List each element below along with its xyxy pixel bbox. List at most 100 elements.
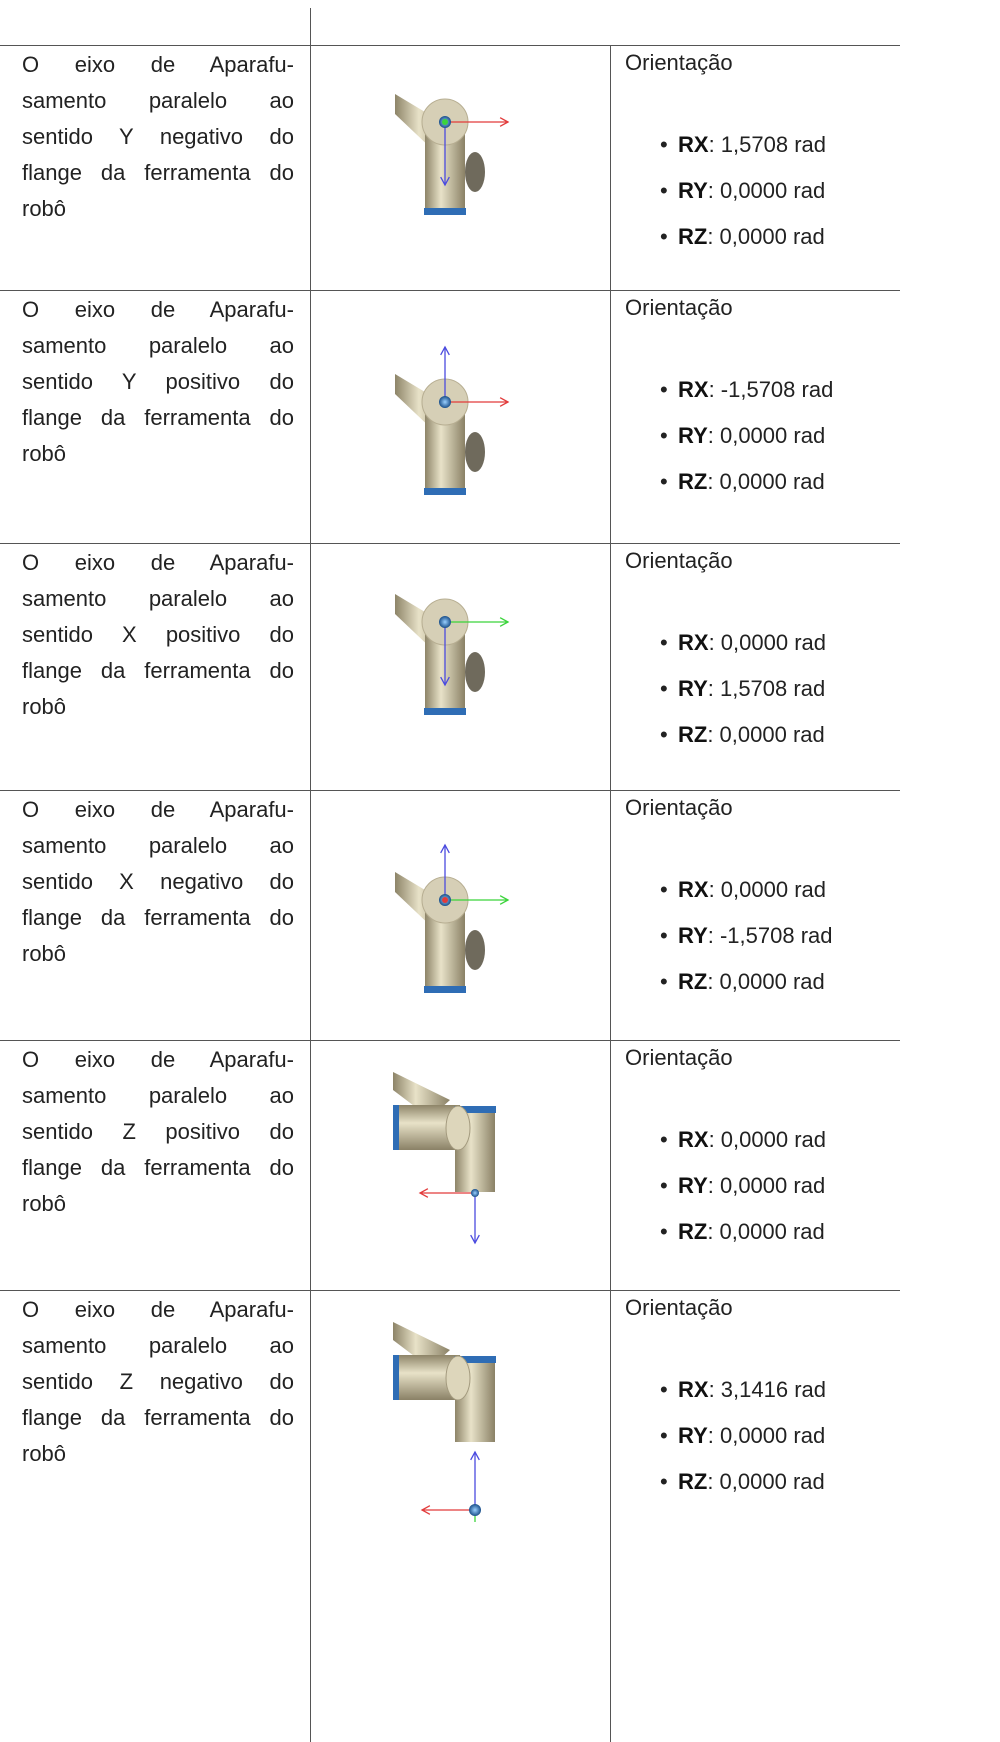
bullet: • [660,1173,668,1198]
bullet: • [660,377,668,402]
row-divider [0,543,900,544]
description-line: sentido Z negativo do [22,1369,294,1394]
column-divider [310,790,311,1040]
arrow-head [470,1234,480,1245]
bullet-item: • RX: 0,0000 rad [660,872,826,908]
heading: Orientação [625,295,733,320]
description-line: O eixo de Aparafu- [22,550,294,575]
row-divider [0,45,900,46]
bullet-item: • RY: -1,5708 rad [660,918,833,954]
description-line: flange da ferramenta do [22,160,294,185]
shape [471,1189,479,1197]
item-value: : 0,0000 rad [707,178,826,203]
item-value: : 0,0000 rad [707,1469,825,1494]
description-line: sentido X negativo do [22,869,294,894]
shape [469,1504,481,1516]
item-value: : 0,0000 rad [707,1173,826,1198]
item-label: RZ [678,722,708,747]
bullet: • [660,877,668,902]
bullet-item: • RY: 0,0000 rad [660,1168,825,1204]
description-line: sentido Y positivo do [22,369,294,394]
item-label: RY [678,423,708,448]
bullet: • [660,923,668,948]
description-line: sentido Y negativo do [22,124,294,149]
description-line: samento paralelo ao [22,833,294,858]
bullet: • [660,178,668,203]
item-label: RZ [678,969,708,994]
item-value: : 0,0000 rad [707,1219,825,1244]
bullet-item: • RX: -1,5708 rad [660,372,833,408]
description-line: sentido Z positivo do [22,1119,294,1144]
shape [465,432,485,472]
description-line: robô [22,1191,67,1216]
item-value: : 0,0000 rad [707,969,825,994]
item-label: RX [678,630,709,655]
description-line: samento paralelo ao [22,1083,294,1108]
item-label: RZ [678,469,708,494]
arrow-head [440,676,450,687]
description-line: robô [22,941,67,966]
shape [442,119,448,125]
bullet: • [660,630,668,655]
column-divider [310,45,311,290]
description-line: samento paralelo ao [22,88,294,113]
description-line: samento paralelo ao [22,586,294,611]
shape [442,897,448,903]
description-line: robô [22,694,67,719]
bullet-item: • RZ: 0,0000 rad [660,464,825,500]
shape [424,986,466,993]
item-value: : 3,1416 rad [708,1377,826,1402]
row-divider [0,1040,900,1041]
shape [465,652,485,692]
shape [454,1106,496,1113]
bullet-item: • RY: 1,5708 rad [660,671,825,707]
shape [439,616,451,628]
item-value: : -1,5708 rad [707,923,833,948]
robot-figure [393,1072,496,1245]
description: O eixo de Aparafu-samento paralelo ao sen… [22,292,294,472]
item-label: RX [678,377,709,402]
item-value: : 0,0000 rad [707,722,825,747]
arrow-head [499,117,510,127]
item-label: RZ [678,1469,708,1494]
bullet-item: • RX: 0,0000 rad [660,1122,826,1158]
description-line: samento paralelo ao [22,1333,294,1358]
bullet-item: • RZ: 0,0000 rad [660,1214,825,1250]
description: O eixo de Aparafu-samento paralelo ao sen… [22,47,294,227]
shape [424,488,466,495]
bullet: • [660,1377,668,1402]
item-value: : 0,0000 rad [707,1423,826,1448]
shape [445,1355,471,1401]
item-label: RX [678,877,709,902]
robot-figure [395,843,510,993]
bullet-item: • RX: 1,5708 rad [660,127,826,163]
column-divider [310,543,311,790]
row-divider [0,290,900,291]
shape [439,396,451,408]
shape [424,708,466,715]
description-line: O eixo de Aparafu- [22,52,294,77]
bullet-item: • RX: 0,0000 rad [660,625,826,661]
description-line: flange da ferramenta do [22,905,294,930]
bullet: • [660,1127,668,1152]
bullet-item: • RZ: 0,0000 rad [660,964,825,1000]
item-value: : 0,0000 rad [708,630,826,655]
bullet: • [660,1219,668,1244]
row-divider [0,1290,900,1291]
column-divider [610,790,611,1040]
bullet: • [660,722,668,747]
heading: Orientação [625,548,733,573]
item-value: : 0,0000 rad [707,224,825,249]
description-line: flange da ferramenta do [22,1155,294,1180]
shape [454,1356,496,1363]
arrow-head [499,895,510,905]
item-label: RY [678,1173,708,1198]
arrow-head [418,1188,429,1198]
column-divider [310,8,311,45]
item-value: : 0,0000 rad [708,1127,826,1152]
shape [445,1105,471,1151]
shape [465,152,485,192]
column-divider [310,1040,311,1290]
description: O eixo de Aparafu-samento paralelo ao sen… [22,1292,294,1472]
bullet: • [660,1469,668,1494]
